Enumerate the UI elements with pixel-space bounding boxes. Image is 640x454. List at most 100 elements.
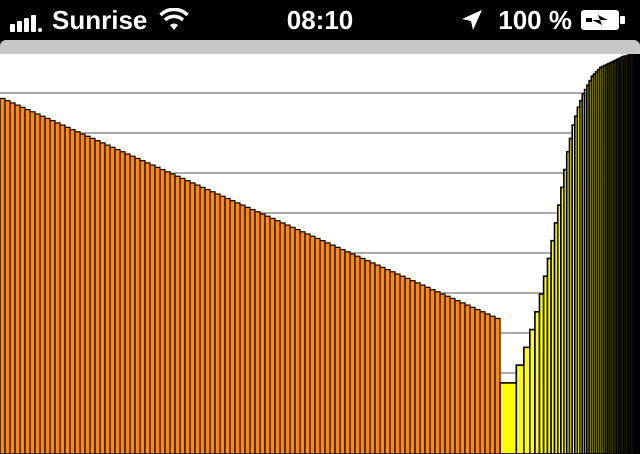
bar: [434, 291, 441, 454]
bar: [139, 160, 146, 454]
bar: [144, 162, 151, 454]
carrier-name: Sunrise: [52, 4, 148, 35]
bar: [364, 260, 371, 454]
bar: [484, 313, 491, 454]
bar: [454, 300, 461, 454]
bar: [64, 126, 71, 454]
bar: [129, 155, 136, 454]
bar: [14, 104, 21, 454]
battery-percent: 100 %: [498, 4, 572, 35]
location-arrow-icon: [462, 10, 483, 30]
bar: [424, 286, 431, 454]
signal-bars-icon: [10, 8, 44, 32]
bar: [499, 382, 518, 454]
bar: [219, 195, 226, 454]
bar: [414, 282, 421, 454]
bar: [9, 102, 16, 454]
bar: [344, 251, 351, 454]
bar: [49, 120, 56, 454]
bar: [394, 273, 401, 454]
bar: [279, 222, 286, 454]
bar: [114, 148, 121, 454]
bar: [229, 200, 236, 454]
wifi-icon: [159, 8, 190, 30]
bar: [374, 264, 381, 454]
bar: [54, 122, 61, 454]
bar: [164, 171, 171, 454]
bar: [304, 233, 311, 454]
battery-charging-icon: [581, 10, 625, 30]
bar: [264, 215, 271, 454]
bar: [239, 204, 246, 454]
bar: [299, 231, 306, 454]
bar: [479, 311, 486, 454]
bar: [419, 284, 426, 454]
bar: [189, 182, 196, 454]
bar: [244, 206, 251, 454]
bar: [399, 275, 406, 454]
bar: [224, 197, 231, 454]
bar: [124, 153, 131, 454]
bar: [89, 137, 96, 454]
bar: [449, 297, 456, 454]
bar: [209, 191, 216, 454]
bar: [429, 288, 436, 454]
bar: [329, 244, 336, 454]
bar: [24, 108, 31, 454]
status-left: Sunrise: [10, 0, 190, 40]
bar: [34, 113, 41, 454]
bar: [369, 262, 376, 454]
bar: [474, 308, 481, 454]
bar: [194, 184, 201, 454]
bar: [389, 271, 396, 454]
toolbar-strip: [0, 40, 640, 54]
bar: [523, 346, 531, 454]
bar: [294, 228, 301, 454]
bar-chart: [0, 54, 640, 454]
bar: [104, 144, 111, 454]
bar: [324, 242, 331, 454]
bar: [404, 277, 411, 454]
status-right: 100 %: [460, 0, 626, 40]
bar: [384, 268, 391, 454]
bar: [309, 235, 316, 454]
bar: [79, 133, 86, 454]
bar: [214, 193, 221, 454]
bar: [0, 97, 6, 454]
bar: [515, 364, 525, 454]
bar: [489, 315, 496, 454]
bar: [354, 255, 361, 454]
bar: [74, 131, 81, 454]
bar: [464, 304, 471, 454]
status-bar: Sunrise 08:10 100 %: [0, 0, 640, 40]
bar: [359, 257, 366, 454]
bar: [274, 220, 281, 454]
bar: [637, 54, 640, 454]
bar: [4, 100, 11, 454]
bar: [179, 177, 186, 454]
bar: [94, 140, 101, 454]
status-clock: 08:10: [286, 5, 354, 35]
bar: [459, 302, 466, 454]
bar: [109, 146, 116, 454]
bar: [154, 166, 161, 454]
bar: [44, 117, 51, 454]
chart-area: [0, 54, 640, 454]
bar: [314, 237, 321, 454]
bar: [19, 106, 26, 454]
bar: [439, 293, 446, 454]
bar: [59, 124, 66, 454]
bar: [149, 164, 156, 454]
bar: [234, 202, 241, 454]
bar: [159, 168, 166, 454]
bar: [134, 157, 141, 454]
bar: [409, 280, 416, 454]
bar: [249, 208, 256, 454]
bar: [259, 213, 266, 454]
bar: [204, 188, 211, 454]
bar: [349, 253, 356, 454]
bar: [269, 217, 276, 454]
bar: [184, 180, 191, 454]
bar: [334, 246, 341, 454]
bar: [379, 266, 386, 454]
